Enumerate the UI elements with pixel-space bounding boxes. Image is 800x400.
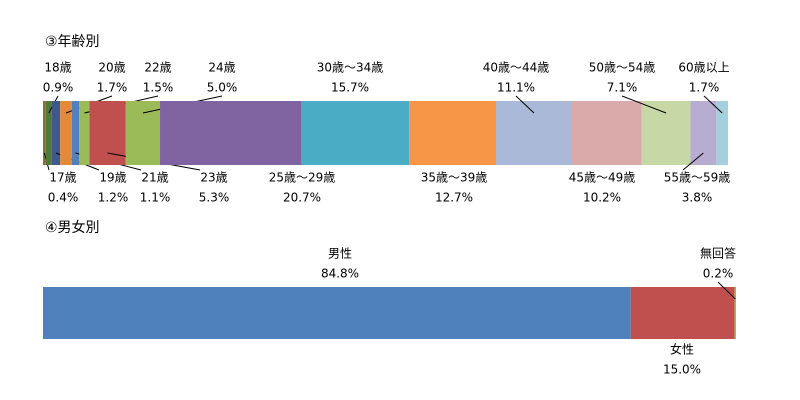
category-label: 55歳～59歳 bbox=[664, 171, 731, 185]
bar-segment bbox=[79, 101, 90, 165]
value-label: 10.2% bbox=[583, 191, 621, 205]
leader-line bbox=[515, 95, 535, 114]
value-label: 1.2% bbox=[98, 191, 129, 205]
category-label: 50歳～54歳 bbox=[589, 61, 656, 75]
value-label: 1.7% bbox=[689, 81, 720, 95]
value-label: 1.5% bbox=[143, 81, 174, 95]
bar-segment bbox=[89, 101, 126, 165]
value-label: 7.1% bbox=[607, 81, 638, 95]
bar-segment bbox=[51, 101, 61, 165]
value-label: 5.3% bbox=[199, 191, 230, 205]
category-label: 17歳 bbox=[49, 171, 76, 185]
value-label: 15.7% bbox=[331, 81, 369, 95]
category-label: 19歳 bbox=[99, 171, 126, 185]
value-label: 1.1% bbox=[140, 191, 171, 205]
value-label: 20.7% bbox=[283, 191, 321, 205]
bar-segment bbox=[641, 101, 691, 165]
bar-segment bbox=[71, 101, 80, 165]
bar-segment bbox=[301, 101, 410, 165]
category-label: 22歳 bbox=[144, 61, 171, 75]
value-label: 84.8% bbox=[321, 267, 359, 281]
bar-segment bbox=[690, 101, 717, 165]
value-label: 3.8% bbox=[682, 191, 713, 205]
bar-segment bbox=[496, 101, 572, 165]
chart-title: ④男女別 bbox=[45, 219, 100, 236]
category-label: 20歳 bbox=[98, 61, 125, 75]
bar-segment bbox=[43, 287, 631, 339]
bar-segment bbox=[160, 101, 302, 165]
category-label: 35歳～39歳 bbox=[421, 171, 488, 185]
bar-segment bbox=[60, 101, 72, 165]
value-label: 11.1% bbox=[497, 81, 535, 95]
leader-line bbox=[621, 95, 667, 114]
leader-line bbox=[703, 95, 723, 114]
chart-title: ③年齢別 bbox=[45, 34, 100, 50]
value-label: 0.9% bbox=[43, 81, 74, 95]
category-label: 40歳～44歳 bbox=[483, 61, 550, 75]
category-label: 21歳 bbox=[141, 171, 168, 185]
category-label: 男性 bbox=[328, 247, 352, 261]
category-label: 25歳～29歳 bbox=[269, 171, 336, 185]
value-label: 12.7% bbox=[435, 191, 473, 205]
bar-segment bbox=[734, 287, 736, 339]
leader-line bbox=[682, 152, 704, 171]
category-label: 60歳以上 bbox=[678, 61, 729, 75]
value-label: 5.0% bbox=[207, 81, 238, 95]
category-label: 18歳 bbox=[44, 61, 71, 75]
category-label: 23歳 bbox=[200, 171, 227, 185]
category-label: 女性 bbox=[670, 342, 694, 357]
bar-segment bbox=[630, 287, 735, 339]
category-label: 30歳～34歳 bbox=[317, 61, 384, 75]
value-label: 15.0% bbox=[663, 363, 701, 377]
bar-segment bbox=[571, 101, 642, 165]
value-label: 1.7% bbox=[97, 81, 128, 95]
value-label: 0.2% bbox=[703, 267, 734, 281]
bar-segment bbox=[45, 101, 52, 165]
category-label: 無回答 bbox=[700, 246, 736, 261]
bar-segment bbox=[43, 101, 46, 165]
category-label: 45歳～49歳 bbox=[569, 171, 636, 185]
bar-segment bbox=[409, 101, 497, 165]
leader-line bbox=[717, 281, 736, 300]
bar-segment bbox=[716, 101, 728, 165]
bar-segment bbox=[125, 101, 161, 165]
category-label: 24歳 bbox=[208, 61, 235, 75]
value-label: 0.4% bbox=[48, 191, 79, 205]
